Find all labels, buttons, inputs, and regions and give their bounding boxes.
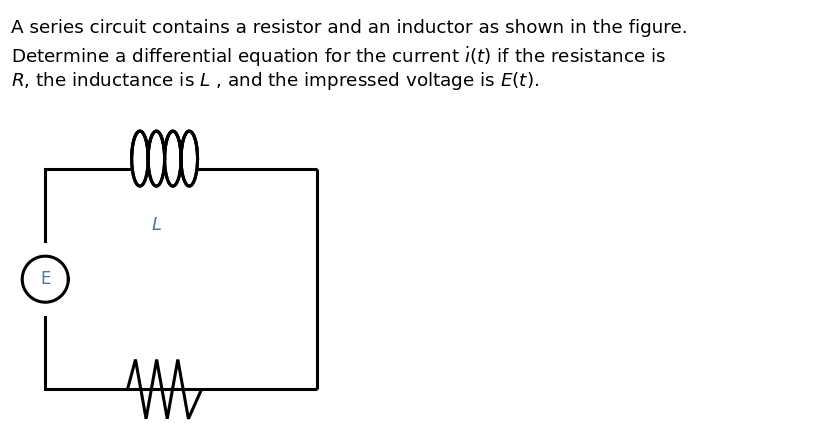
Polygon shape xyxy=(22,256,68,302)
Text: L: L xyxy=(151,216,161,234)
Polygon shape xyxy=(165,131,181,186)
Polygon shape xyxy=(132,131,148,186)
Polygon shape xyxy=(181,131,198,186)
Polygon shape xyxy=(148,131,165,186)
Text: $R$, the inductance is $L$ , and the impressed voltage is $E(t)$.: $R$, the inductance is $L$ , and the imp… xyxy=(11,70,539,92)
Text: A series circuit contains a resistor and an inductor as shown in the figure.: A series circuit contains a resistor and… xyxy=(11,19,687,37)
Text: E: E xyxy=(40,270,50,288)
Text: Determine a differential equation for the current $\dot{\imath}(t)$ if the resis: Determine a differential equation for th… xyxy=(11,44,666,69)
